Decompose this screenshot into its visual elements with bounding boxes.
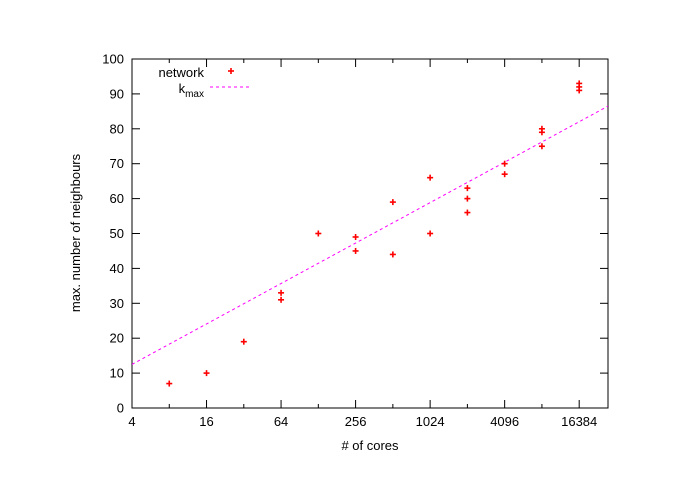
- legend-marker-network: [228, 68, 234, 74]
- plot-frame: [131, 58, 609, 409]
- y-tick-label: 60: [110, 191, 124, 206]
- y-tick-label: 10: [110, 366, 124, 381]
- data-point-network: [203, 370, 210, 377]
- y-tick-label: 30: [110, 296, 124, 311]
- y-tick-label: 0: [117, 401, 124, 416]
- x-tick-label: 16: [199, 414, 213, 429]
- y-axis-label: max. number of neighbours: [68, 153, 83, 312]
- data-point-network: [501, 171, 508, 178]
- data-point-network: [464, 209, 471, 216]
- x-tick-label: 4: [128, 414, 135, 429]
- legend-label-kmax-subscript: max: [185, 89, 204, 100]
- data-point-network: [538, 125, 545, 132]
- data-point-network: [427, 174, 434, 181]
- x-axis-label: # of cores: [341, 438, 399, 453]
- tick-labels: 0 10 20 30 40 50 60 70 80 90 100 4 16 64 256 1024 4096 16…: [102, 52, 597, 430]
- x-tick-label: 64: [274, 414, 288, 429]
- data-point-network: [315, 230, 322, 237]
- y-tick-label: 100: [102, 52, 124, 67]
- axis-ticks: [131, 58, 608, 409]
- legend: network kmax: [158, 65, 250, 100]
- y-tick-label: 50: [110, 226, 124, 241]
- data-point-network: [240, 338, 247, 345]
- data-point-network: [576, 80, 583, 87]
- data-point-network: [464, 195, 471, 202]
- data-point-network: [278, 296, 285, 303]
- legend-label-network: network: [158, 65, 204, 80]
- y-tick-label: 20: [110, 331, 124, 346]
- data-point-network: [278, 289, 285, 296]
- data-point-network: [166, 380, 173, 387]
- y-tick-label: 40: [110, 261, 124, 276]
- data-point-network: [427, 230, 434, 237]
- x-tick-label: 256: [345, 414, 367, 429]
- legend-label-kmax: kmax: [179, 81, 204, 100]
- data-point-network: [389, 251, 396, 258]
- data-point-network: [464, 185, 471, 192]
- data-point-network: [389, 199, 396, 206]
- x-tick-label: 16384: [561, 414, 597, 429]
- kmax-fit-line: [132, 105, 608, 365]
- y-tick-label: 90: [110, 86, 124, 101]
- legend-marker-plus: [228, 68, 234, 74]
- data-point-network: [352, 247, 359, 254]
- y-tick-label: 70: [110, 156, 124, 171]
- data-point-network: [538, 143, 545, 150]
- legend-label-kmax-base: k: [179, 81, 186, 96]
- data-point-network: [352, 233, 359, 240]
- data-point-network: [501, 160, 508, 167]
- x-tick-label: 4096: [490, 414, 519, 429]
- x-tick-label: 1024: [416, 414, 445, 429]
- series-layer: [132, 80, 608, 387]
- y-tick-label: 80: [110, 121, 124, 136]
